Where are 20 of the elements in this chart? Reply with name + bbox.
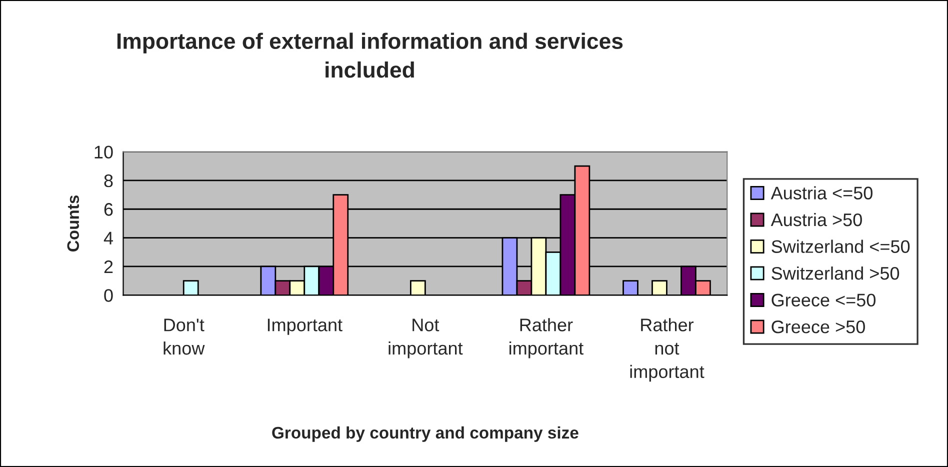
- y-tick-label: 0: [104, 289, 113, 302]
- x-tick-label: Important: [268, 318, 342, 335]
- y-tick-label: 6: [104, 203, 113, 216]
- x-tick-label: Rather not important: [630, 318, 704, 382]
- legend-label: Austria <=50: [770, 186, 872, 200]
- y-tick-label: 4: [104, 232, 113, 244]
- legend-label: Greece <=50: [772, 294, 876, 307]
- y-tick-label: 10: [94, 146, 113, 158]
- x-tick-label: Rather important: [510, 318, 584, 358]
- x-axis-title: Grouped by country and company size: [272, 426, 578, 442]
- x-tick-label: Not important: [388, 318, 463, 358]
- chart-title: Importance of external information and services included: [117, 32, 623, 78]
- legend-label: Switzerland >50: [772, 266, 900, 280]
- y-tick-label: 8: [104, 174, 113, 188]
- y-axis-title: Counts: [67, 195, 80, 252]
- x-tick-label: Don't know: [164, 318, 205, 355]
- y-tick-label: 2: [104, 260, 113, 274]
- legend-label: Switzerland <=50: [772, 240, 910, 253]
- legend-label: Austria >50: [770, 212, 862, 226]
- legend-label: Greece >50: [772, 320, 865, 334]
